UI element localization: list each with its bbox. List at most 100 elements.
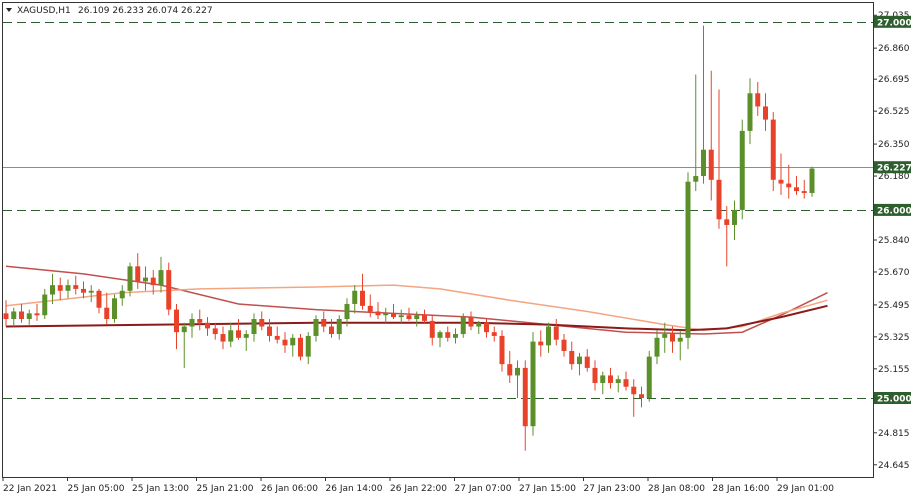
candle [344, 298, 350, 327]
candle [763, 93, 768, 131]
candle [809, 166, 815, 197]
candle [375, 302, 381, 319]
current-price-tag: 26.227 [874, 161, 912, 174]
candle-body [73, 285, 79, 289]
level-price-tag-bg [874, 203, 911, 216]
candle [522, 360, 528, 451]
candle-body [329, 326, 334, 335]
candle-body [406, 315, 412, 319]
candle [600, 371, 606, 395]
time-tick-label: 26 Jan 14:00 [326, 484, 383, 494]
candle [484, 319, 489, 338]
candle-body [119, 290, 125, 299]
candle [181, 322, 187, 368]
candle-body [561, 339, 567, 351]
dropdown-triangle-icon[interactable] [6, 8, 12, 12]
candle-body [685, 181, 691, 338]
candle-body [414, 315, 420, 319]
candle [553, 319, 559, 346]
candle-body [267, 326, 272, 336]
candle-body [26, 313, 32, 319]
candle [476, 320, 482, 335]
candle [623, 371, 629, 391]
time-tick-label: 25 Jan 21:00 [197, 484, 254, 494]
candle [174, 303, 179, 350]
candle-body [150, 277, 156, 286]
candle-body [693, 176, 699, 182]
candle [73, 275, 79, 295]
candle [631, 379, 637, 417]
candle-body [708, 149, 714, 180]
time-tick-label: 27 Jan 15:00 [519, 484, 576, 494]
candle-body [398, 315, 404, 318]
candle [189, 313, 195, 338]
candle [298, 334, 303, 361]
candle-body [639, 394, 644, 398]
candle [321, 311, 327, 333]
candle-body [57, 285, 63, 291]
time-axis: 22 Jan 2021 25 Jan 05:00 25 Jan 13:00 25 Ja… [2, 477, 834, 494]
candle-body [259, 319, 265, 327]
candle-body [677, 337, 683, 342]
candle [693, 74, 699, 192]
candle [150, 270, 156, 295]
candle-body [701, 149, 706, 177]
candle [259, 311, 265, 331]
candle [491, 326, 497, 342]
candle [42, 288, 48, 319]
price-tick-label: 25.325 [878, 333, 910, 343]
candle [538, 330, 544, 357]
candle [406, 307, 412, 321]
current-price-tag-bg [874, 161, 911, 174]
candle [786, 164, 792, 199]
price-tick-label: 26.695 [878, 75, 910, 85]
candle [112, 294, 117, 323]
candle-body [65, 285, 71, 291]
candle-body [662, 334, 668, 338]
candle-body [445, 332, 451, 338]
candle [11, 307, 17, 327]
candle-body [197, 319, 203, 323]
candle-body [623, 379, 629, 387]
candle [468, 311, 474, 331]
candle-body [212, 328, 218, 335]
time-tick-label: 25 Jan 05:00 [68, 484, 125, 494]
candle-body [553, 326, 559, 340]
candle [755, 82, 761, 116]
candle [383, 307, 389, 323]
candle [166, 262, 172, 316]
candle [708, 70, 714, 201]
candle [104, 292, 110, 325]
candle [499, 330, 505, 372]
time-tick-label: 28 Jan 16:00 [713, 484, 770, 494]
candle [453, 328, 458, 344]
level-price-tag-text: 25.000 [877, 395, 912, 405]
level-price-tag: 26.000 [874, 203, 912, 216]
candle-body [484, 322, 489, 333]
candle [530, 332, 536, 436]
candle [119, 285, 125, 306]
candle-body [429, 320, 435, 338]
candle-body [747, 93, 753, 131]
candle-body [499, 335, 505, 365]
candle [639, 386, 644, 408]
candle [716, 89, 722, 229]
candle [81, 281, 86, 299]
candle [662, 322, 668, 353]
candle [608, 367, 613, 389]
candle [615, 375, 621, 393]
candle [19, 303, 24, 323]
candle-body [205, 322, 210, 329]
candle-body [3, 313, 9, 319]
candle [329, 319, 334, 338]
candle [646, 350, 652, 402]
candle [135, 253, 141, 289]
candle [336, 315, 342, 340]
time-tick-label: 28 Jan 08:00 [648, 484, 705, 494]
candle-body [437, 332, 443, 338]
candle [313, 315, 319, 342]
candle [158, 256, 164, 293]
candle-body [352, 290, 358, 304]
